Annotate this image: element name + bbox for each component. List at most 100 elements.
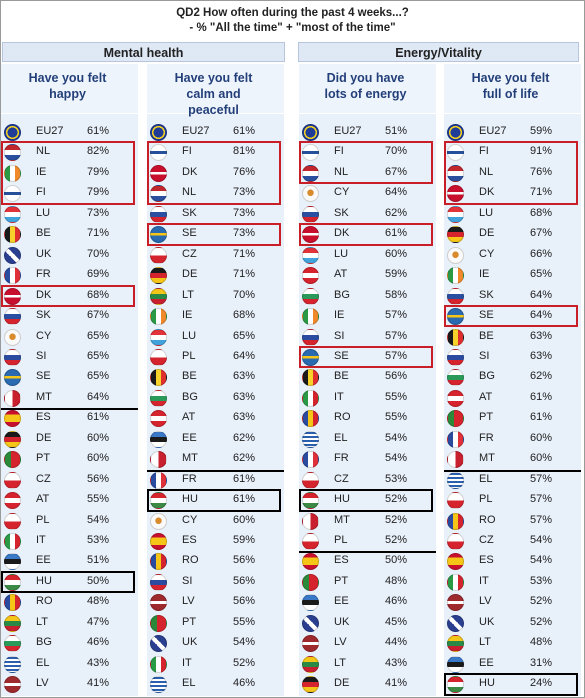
table-row: IE 57% [299,306,436,326]
country-code: IT [479,574,489,587]
country-flag-icon [447,144,464,162]
country-flag-icon [150,614,167,632]
table-row: EU27 61% [147,122,284,142]
country-flag-icon [150,655,167,673]
country-flag-icon [302,328,319,346]
percentage-value: 62% [530,370,553,383]
country-code: EE [334,595,349,608]
table-row: HU 24% [444,674,581,694]
country-flag-icon [447,348,464,366]
country-code: LT [182,288,195,301]
eu-average-separator-line [147,469,284,472]
country-flag-icon [447,492,464,510]
percentage-value: 41% [385,677,408,690]
percentage-value: 50% [385,554,408,567]
country-flag-icon [150,369,167,387]
percentage-value: 60% [385,247,408,260]
highlight-box-red [299,345,433,369]
chart-title-line2: - % "All the time" + "most of the time" [189,22,396,34]
country-code: CY [182,513,198,526]
table-row: IT 53% [1,531,138,551]
table-row: LT 43% [299,654,436,674]
table-row: AT 59% [299,265,436,285]
country-code: HU [334,493,350,506]
table-row: DE 60% [1,429,138,449]
country-code: LU [36,206,51,219]
country-code: MT [36,390,52,403]
country-code: CY [479,247,495,260]
column-header: Did you have lots of energy [299,64,436,114]
country-code: LU [182,329,197,342]
table-row: SI 63% [444,347,581,367]
country-flag-icon [4,369,21,387]
percentage-value: 54% [530,554,553,567]
country-flag-icon [150,553,167,571]
percentage-value: 67% [530,227,553,240]
table-row: EU27 59% [444,122,581,142]
table-row: AT 55% [1,490,138,510]
table-row: NL 73% [147,183,284,203]
country-flag-icon [4,635,21,653]
country-flag-icon [150,348,167,366]
eu-average-separator-line [299,551,436,554]
country-flag-icon [150,267,167,285]
country-flag-icon [150,533,167,550]
group-header-mental-health: Mental health [2,42,285,62]
percentage-value: 52% [385,513,408,526]
country-flag-icon [302,614,319,632]
country-code: SK [334,206,349,219]
country-code: PL [182,349,196,362]
country-code: LV [182,595,195,608]
country-flag-icon [447,328,464,346]
percentage-value: 60% [87,431,110,444]
percentage-value: 57% [385,349,408,362]
table-row: FI 81% [147,142,284,162]
country-code: HU [36,574,52,587]
country-flag-icon [302,308,319,326]
percentage-value: 44% [385,636,408,649]
country-code: RO [182,554,199,567]
country-flag-icon [4,512,21,530]
percentage-value: 63% [530,329,553,342]
table-row: BE 56% [299,367,436,387]
country-code: UK [334,615,350,628]
country-flag-icon [302,533,319,550]
table-row: ES 61% [1,408,138,428]
country-flag-icon [150,246,167,264]
percentage-value: 46% [385,595,408,608]
table-row: UK 45% [299,613,436,633]
country-flag-icon [302,573,319,591]
country-code: MT [182,452,198,465]
country-code: ES [479,554,494,567]
country-flag-icon [302,594,319,612]
country-flag-icon [447,471,464,489]
country-code: PL [36,513,50,526]
country-code: LT [479,636,492,649]
table-row: RO 55% [299,408,436,428]
country-code: LV [36,677,49,690]
table-row: LV 41% [1,674,138,694]
table-row: EL 57% [444,470,581,490]
table-row: ES 50% [299,551,436,571]
country-code: UK [479,615,495,628]
percentage-value: 59% [385,268,408,281]
country-flag-icon [302,430,319,448]
country-flag-icon [4,655,21,673]
country-code: PL [334,534,348,546]
country-code: NL [479,165,494,178]
percentage-value: 65% [87,370,110,383]
country-code: PL [479,493,493,506]
table-row: LV 52% [444,592,581,612]
country-code: RO [36,595,53,608]
country-flag-icon [4,676,21,694]
country-code: DK [36,288,52,301]
table-row: LT 47% [1,613,138,633]
table-row: DE 71% [147,265,284,285]
table-row: PL 57% [444,490,581,510]
country-flag-icon [302,512,319,530]
table-row: DK 68% [1,286,138,306]
chart-title-line1: QD2 How often during the past 4 weeks...… [176,7,409,19]
country-code: EL [182,677,196,690]
country-flag-icon [447,451,464,469]
country-code: EL [479,472,493,485]
